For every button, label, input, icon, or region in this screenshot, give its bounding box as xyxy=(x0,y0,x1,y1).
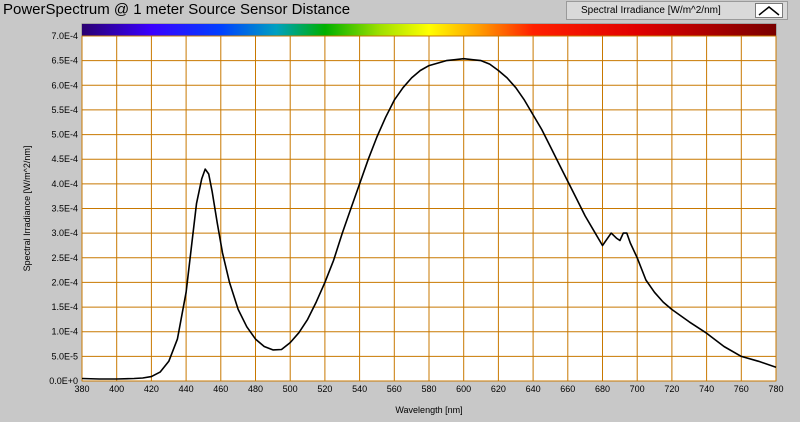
x-tick-label: 500 xyxy=(283,384,298,394)
x-tick-label: 620 xyxy=(491,384,506,394)
chart-title: PowerSpectrum @ 1 meter Source Sensor Di… xyxy=(3,1,351,18)
x-tick-label: 420 xyxy=(144,384,159,394)
y-axis-label: Spectral Irradiance [W/m^2/nm] xyxy=(22,146,32,272)
y-tick-label: 1.0E-4 xyxy=(51,327,78,337)
spectrum-color-bar xyxy=(82,24,776,36)
y-tick-label: 4.0E-4 xyxy=(51,179,78,189)
legend[interactable]: Spectral Irradiance [W/m^2/nm] xyxy=(566,1,788,20)
x-tick-label: 760 xyxy=(734,384,749,394)
y-tick-label: 6.5E-4 xyxy=(51,56,78,66)
y-tick-label: 5.0E-5 xyxy=(51,351,78,361)
x-axis-ticks: 380 400 420 440 460 480 500 520 540 560 580 600 620 6… xyxy=(74,384,783,394)
x-tick-label: 380 xyxy=(74,384,89,394)
x-tick-label: 780 xyxy=(768,384,783,394)
x-tick-label: 520 xyxy=(317,384,332,394)
y-tick-label: 0.0E+0 xyxy=(49,376,78,386)
x-tick-label: 580 xyxy=(421,384,436,394)
x-tick-label: 660 xyxy=(560,384,575,394)
legend-series-label: Spectral Irradiance [W/m^2/nm] xyxy=(581,5,721,16)
x-tick-label: 560 xyxy=(387,384,402,394)
y-tick-label: 5.5E-4 xyxy=(51,105,78,115)
grid-lines xyxy=(81,35,777,382)
y-tick-label: 4.5E-4 xyxy=(51,154,78,164)
x-tick-label: 440 xyxy=(179,384,194,394)
x-tick-label: 680 xyxy=(595,384,610,394)
x-tick-label: 540 xyxy=(352,384,367,394)
x-tick-label: 480 xyxy=(248,384,263,394)
series-line xyxy=(81,57,777,380)
x-tick-label: 460 xyxy=(213,384,228,394)
y-tick-label: 7.0E-4 xyxy=(51,31,78,41)
y-tick-label: 2.5E-4 xyxy=(51,253,78,263)
x-tick-label: 400 xyxy=(109,384,124,394)
y-tick-label: 1.5E-4 xyxy=(51,302,78,312)
x-axis-label: Wavelength [nm] xyxy=(395,405,462,415)
y-axis-ticks: 0.0E+0 5.0E-5 1.0E-4 1.5E-4 2.0E-4 2.5E-4 3.0E… xyxy=(49,31,78,386)
y-tick-label: 3.0E-4 xyxy=(51,228,78,238)
x-tick-label: 640 xyxy=(526,384,541,394)
y-tick-label: 5.0E-4 xyxy=(51,130,78,140)
y-tick-label: 3.5E-4 xyxy=(51,204,78,214)
x-tick-label: 700 xyxy=(630,384,645,394)
data-series xyxy=(81,57,777,380)
x-tick-label: 720 xyxy=(664,384,679,394)
y-tick-label: 6.0E-4 xyxy=(51,80,78,90)
x-tick-label: 740 xyxy=(699,384,714,394)
line-sample-icon xyxy=(755,3,783,18)
spectrum-gradient xyxy=(82,24,776,36)
x-tick-label: 600 xyxy=(456,384,471,394)
y-tick-label: 2.0E-4 xyxy=(51,277,78,287)
